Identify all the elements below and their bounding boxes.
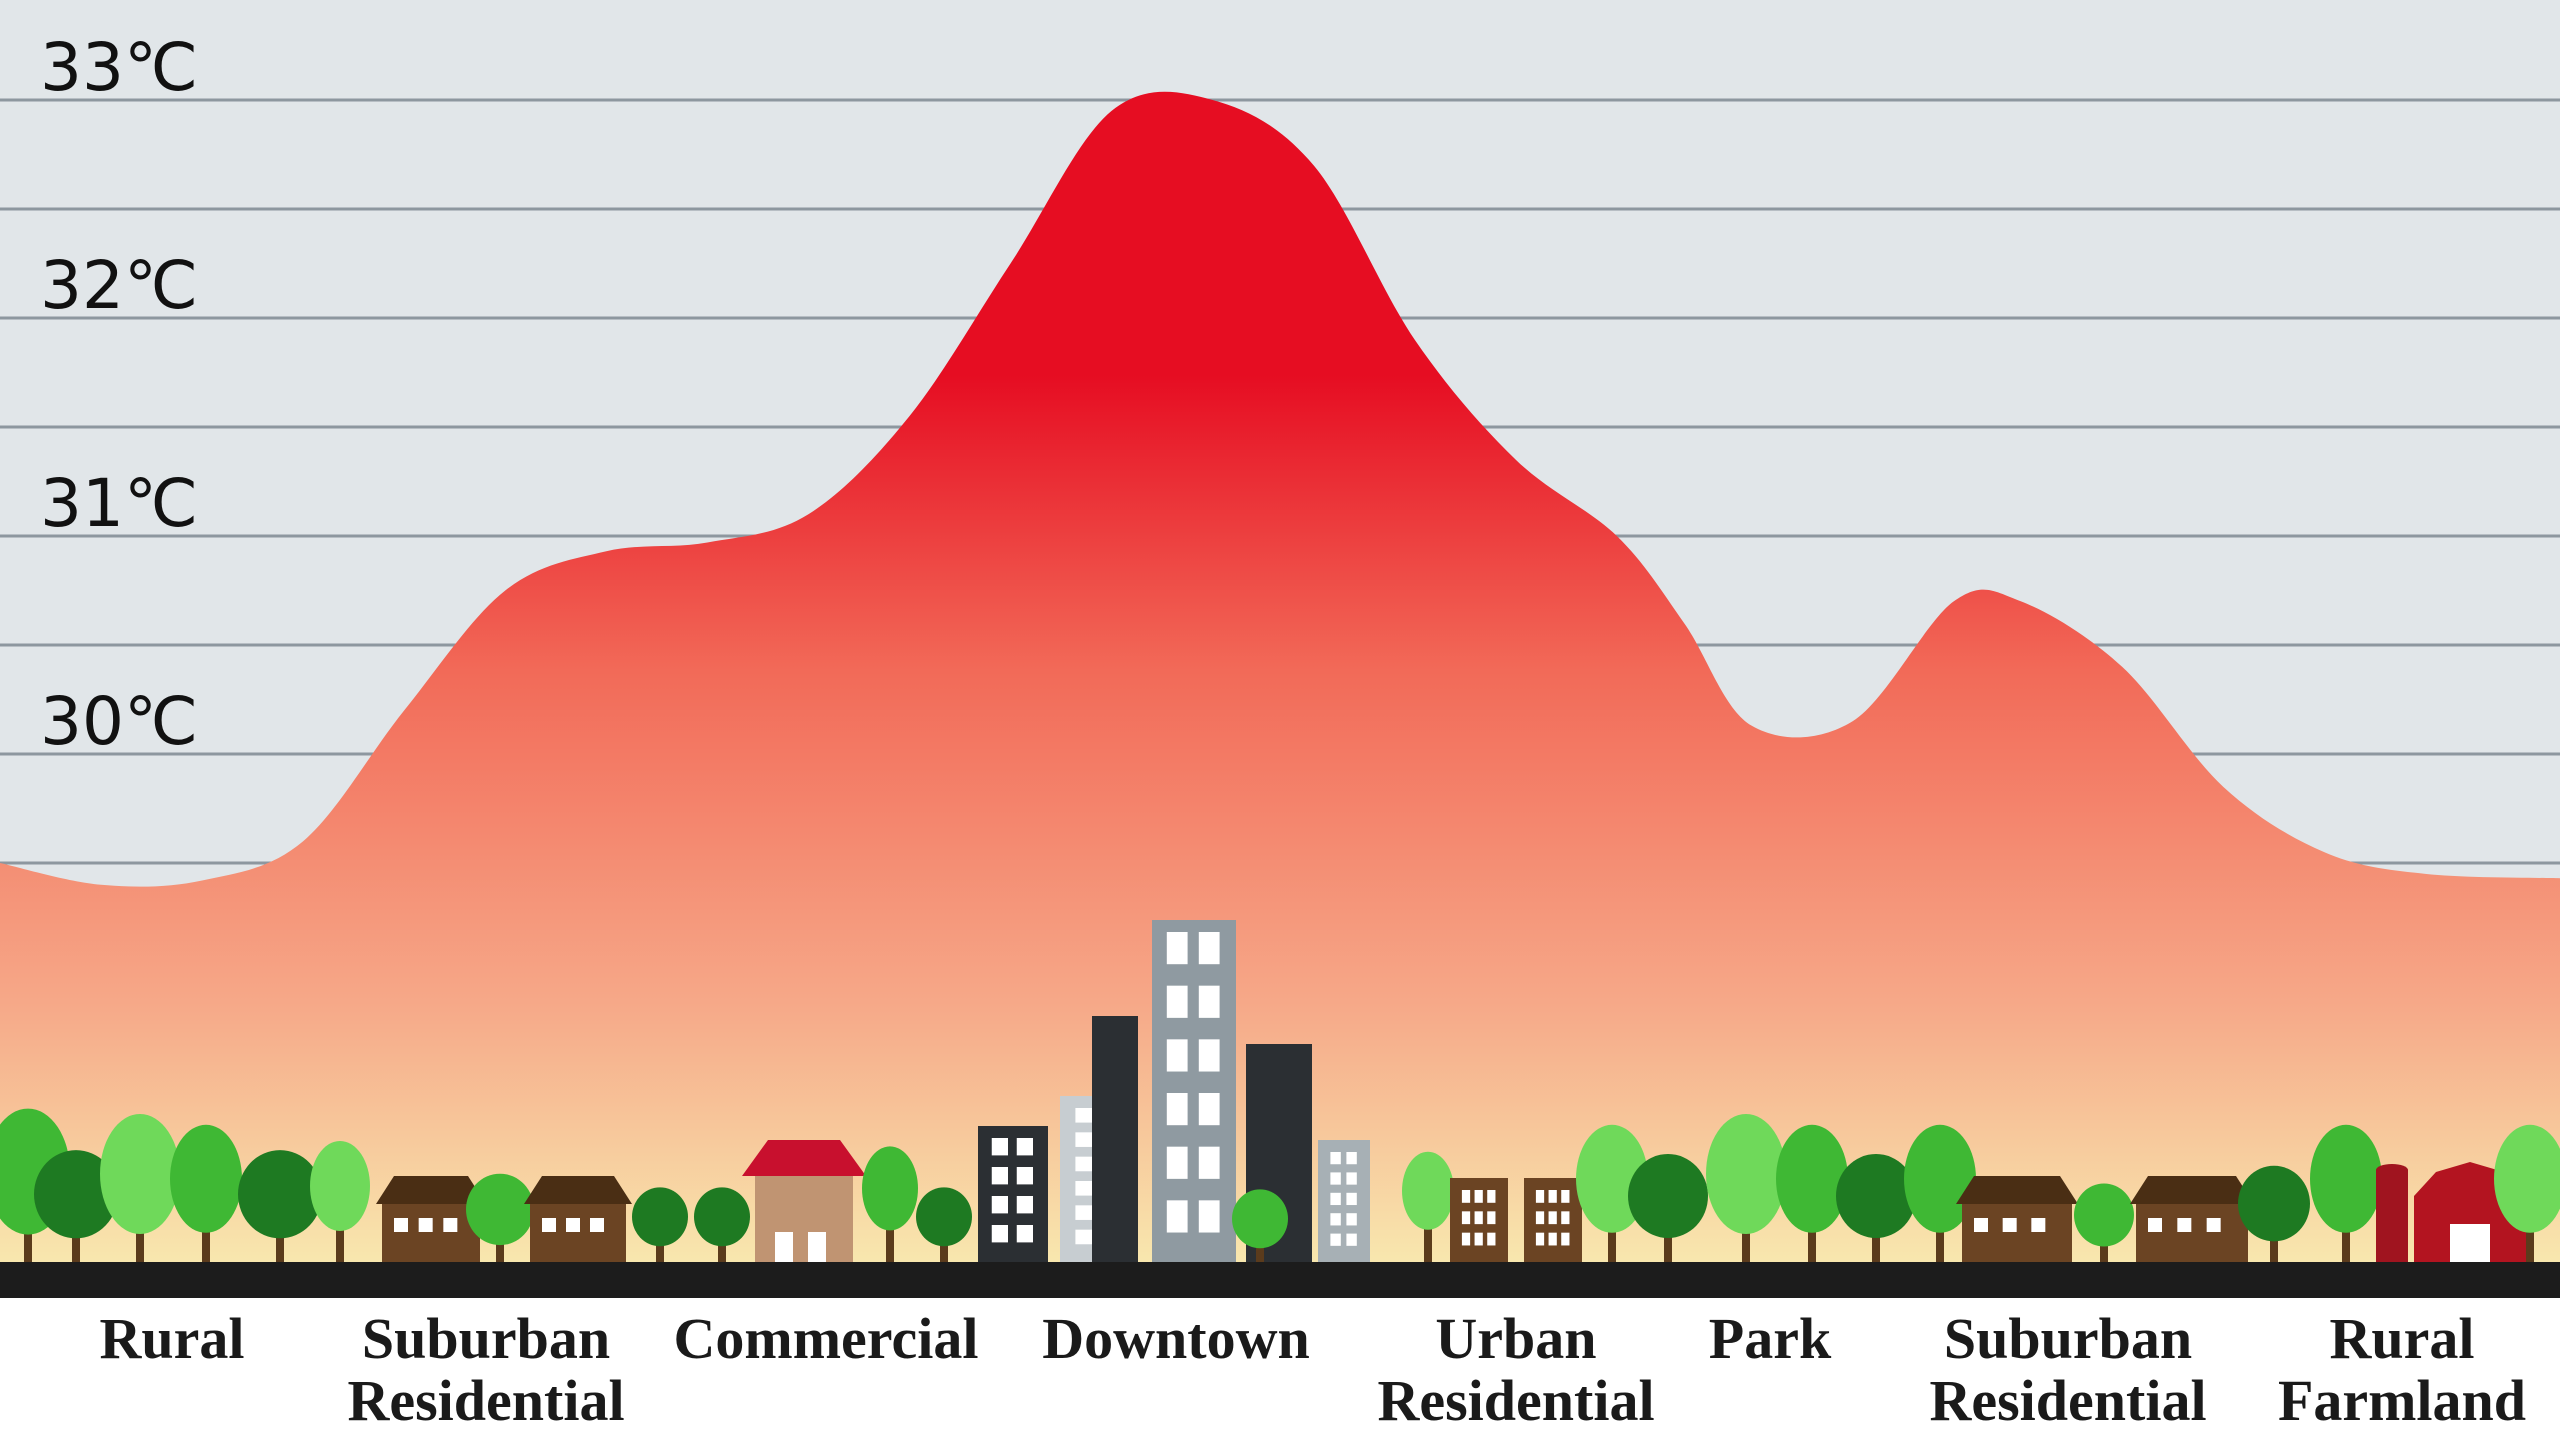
building-icon — [1318, 1140, 1370, 1262]
tree-icon — [1232, 1189, 1288, 1262]
tree-icon — [1706, 1114, 1786, 1262]
x-axis-labels: Rural Suburban Residential Commercial Downto… — [100, 1306, 2527, 1433]
y-tick-label: 33℃ — [40, 29, 198, 106]
shop-icon — [742, 1140, 866, 1262]
tree-icon — [1904, 1124, 1976, 1262]
tree-icon — [2310, 1124, 2382, 1262]
x-category-label: Rural Farmland — [2278, 1306, 2526, 1433]
tree-icon — [632, 1187, 688, 1262]
x-category-label: Suburban Residential — [347, 1306, 624, 1433]
temperature-area — [0, 91, 2560, 1262]
tree-icon — [34, 1150, 118, 1262]
ground-line — [0, 1262, 2560, 1298]
tree-icon — [1836, 1154, 1916, 1262]
x-category-label: Commercial — [674, 1306, 979, 1371]
y-tick-label: 32℃ — [40, 247, 198, 324]
house-icon — [524, 1176, 632, 1262]
y-tick-label: 30℃ — [40, 683, 198, 760]
building-icon — [978, 1126, 1048, 1262]
house-icon — [2130, 1176, 2254, 1262]
tree-icon — [100, 1114, 180, 1262]
tree-icon — [1628, 1154, 1708, 1262]
tree-icon — [1402, 1151, 1454, 1262]
tree-icon — [862, 1146, 918, 1262]
label-strip — [0, 1298, 2560, 1440]
city-skyline — [0, 920, 2560, 1262]
tree-icon — [170, 1124, 242, 1262]
tree-icon — [2494, 1124, 2560, 1262]
x-category-label: Park — [1709, 1306, 1832, 1371]
house-icon — [376, 1176, 486, 1262]
tree-icon — [1776, 1124, 1848, 1262]
x-category-label: Downtown — [1042, 1306, 1310, 1371]
tree-icon — [238, 1150, 322, 1262]
house-icon — [1956, 1176, 2078, 1262]
tree-icon — [466, 1173, 534, 1262]
building-icon — [1524, 1178, 1582, 1262]
x-category-label: Suburban Residential — [1929, 1306, 2206, 1433]
building-icon — [1092, 1016, 1138, 1262]
tree-icon — [310, 1141, 370, 1262]
tree-icon — [694, 1187, 750, 1262]
building-icon — [1152, 920, 1236, 1262]
tree-icon — [2238, 1165, 2310, 1262]
x-category-label: Urban Residential — [1377, 1306, 1654, 1433]
building-icon — [1450, 1178, 1508, 1262]
tree-icon — [916, 1187, 972, 1262]
y-axis-labels: 33℃ 32℃ 31℃ 30℃ — [40, 29, 198, 760]
tree-icon — [2074, 1183, 2134, 1262]
x-category-label: Rural — [100, 1306, 245, 1371]
y-tick-label: 31℃ — [40, 465, 198, 542]
